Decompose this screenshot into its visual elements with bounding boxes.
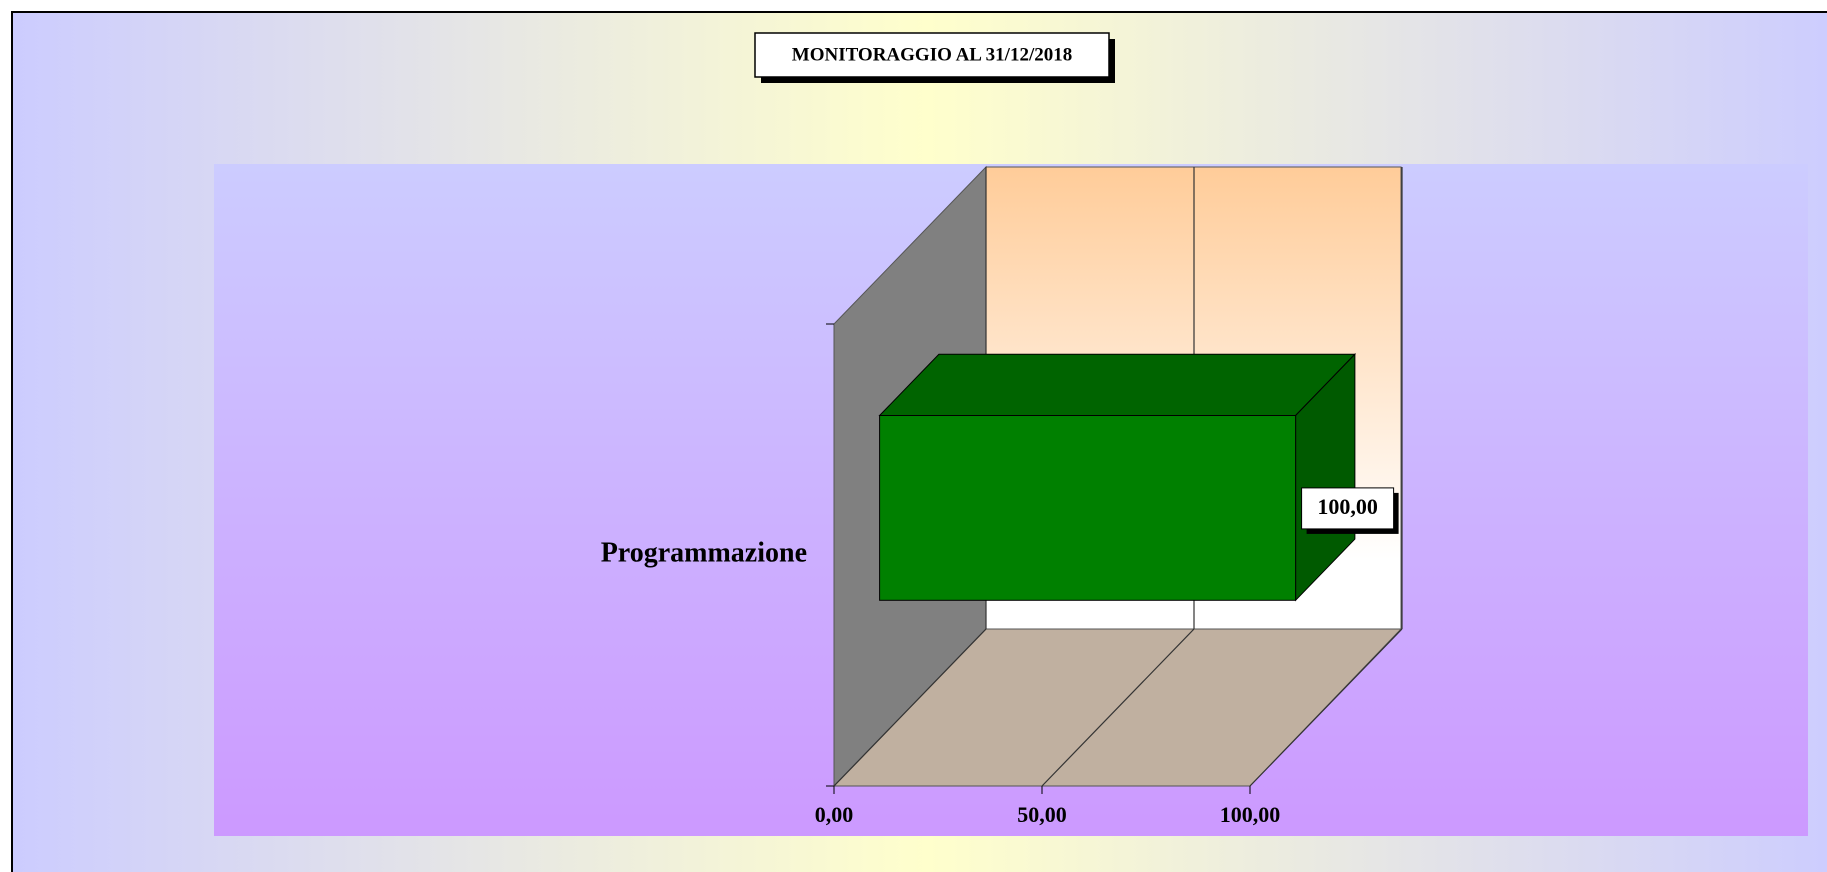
grid-line <box>833 628 987 787</box>
grid-line <box>1249 628 1403 787</box>
value-label: 100,00 <box>1317 494 1378 519</box>
bar <box>879 415 1297 601</box>
grid-line <box>1041 628 1195 787</box>
marks: 0,00 50,00 100,00 100,00 Programmazione <box>601 167 1403 827</box>
value-label-box <box>1301 487 1395 530</box>
y-tick-label: Programmazione <box>601 537 807 568</box>
x-tick-label: 0,00 <box>815 802 854 827</box>
chart-title: MONITORAGGIO AL 31/12/2018 <box>792 44 1072 65</box>
x-tick-label: 100,00 <box>1220 802 1281 827</box>
x-tick-label: 50,00 <box>1017 802 1067 827</box>
title-box <box>754 32 1110 78</box>
bar-top <box>878 353 1357 416</box>
